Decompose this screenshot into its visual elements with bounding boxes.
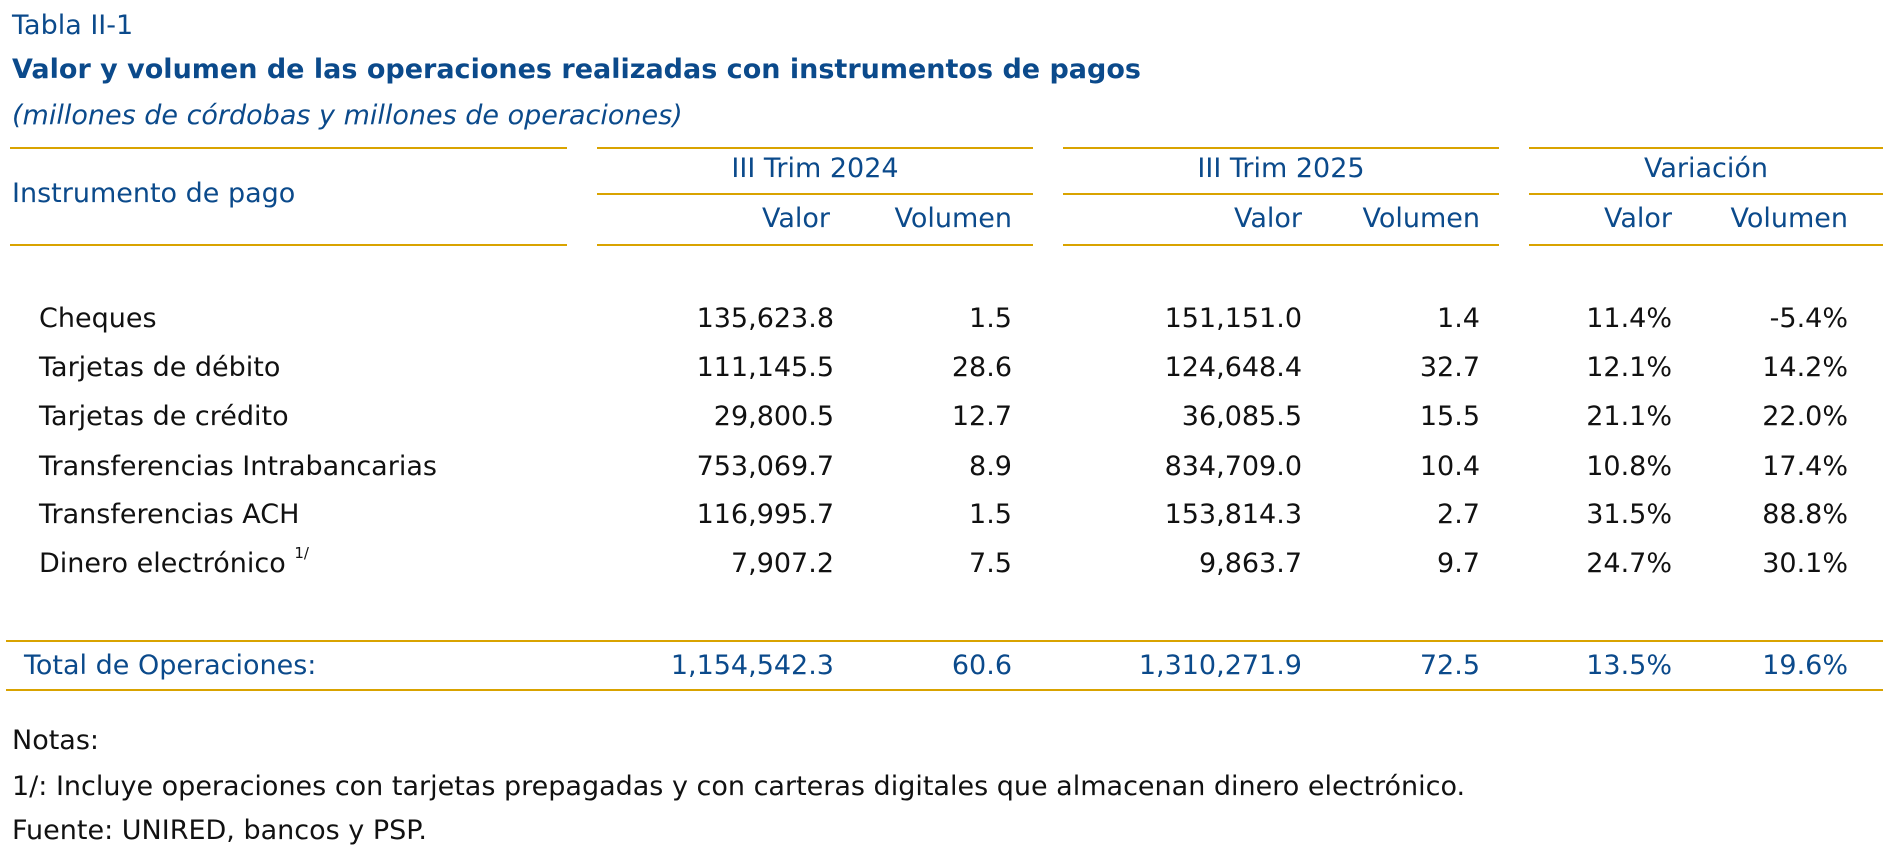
rule-mid-var bbox=[1529, 193, 1883, 195]
cell-valor-2024: 135,623.8 bbox=[696, 303, 834, 334]
total-label: Total de Operaciones: bbox=[24, 650, 317, 681]
subheader-volumen-2024: Volumen bbox=[894, 203, 1012, 234]
total-volumen-variacion: 19.6% bbox=[1762, 650, 1848, 681]
cell-volumen-2025: 1.4 bbox=[1437, 303, 1480, 334]
row-label: Transferencias ACH bbox=[39, 499, 299, 530]
cell-volumen-2024: 1.5 bbox=[969, 303, 1012, 334]
cell-volumen-variacion: 14.2% bbox=[1762, 352, 1848, 383]
rule-total-bottom bbox=[6, 689, 1883, 691]
subheader-volumen-2025: Volumen bbox=[1362, 203, 1480, 234]
table-subtitle: (millones de córdobas y millones de oper… bbox=[12, 100, 683, 131]
row-label: Tarjetas de crédito bbox=[39, 401, 289, 432]
total-volumen-2024: 60.6 bbox=[951, 650, 1012, 681]
cell-valor-variacion: 31.5% bbox=[1586, 499, 1672, 530]
rule-bot-var bbox=[1529, 244, 1883, 246]
row-label-text: Tarjetas de débito bbox=[39, 352, 281, 383]
rule-total-top bbox=[6, 640, 1883, 642]
cell-volumen-variacion: 22.0% bbox=[1762, 401, 1848, 432]
subheader-valor-2025: Valor bbox=[1233, 203, 1302, 234]
cell-volumen-variacion: -5.4% bbox=[1769, 303, 1848, 334]
row-label: Dinero electrónico 1/ bbox=[39, 544, 309, 579]
header-group-variacion: Variación bbox=[1643, 153, 1769, 184]
rule-bot-2025 bbox=[1063, 244, 1499, 246]
cell-volumen-2025: 32.7 bbox=[1419, 352, 1480, 383]
cell-valor-2024: 116,995.7 bbox=[696, 499, 834, 530]
cell-valor-2025: 151,151.0 bbox=[1164, 303, 1302, 334]
subheader-valor-variacion: Valor bbox=[1603, 203, 1672, 234]
cell-valor-2024: 111,145.5 bbox=[696, 352, 834, 383]
rule-top-2025 bbox=[1063, 147, 1499, 149]
total-valor-variacion: 13.5% bbox=[1586, 650, 1672, 681]
cell-valor-2024: 7,907.2 bbox=[730, 548, 834, 579]
rule-top-2024 bbox=[597, 147, 1033, 149]
cell-valor-2025: 36,085.5 bbox=[1181, 401, 1302, 432]
note-1: 1/: Incluye operaciones con tarjetas pre… bbox=[12, 771, 1466, 802]
total-valor-2025: 1,310,271.9 bbox=[1138, 650, 1302, 681]
subheader-valor-2024: Valor bbox=[761, 203, 830, 234]
cell-valor-2024: 29,800.5 bbox=[713, 401, 834, 432]
rule-top-label bbox=[10, 147, 567, 149]
header-group-2024: III Trim 2024 bbox=[731, 153, 899, 184]
cell-volumen-2025: 15.5 bbox=[1419, 401, 1480, 432]
rule-bot-2024 bbox=[597, 244, 1033, 246]
row-label-text: Dinero electrónico bbox=[39, 548, 295, 579]
cell-valor-2024: 753,069.7 bbox=[696, 451, 834, 482]
cell-volumen-variacion: 17.4% bbox=[1762, 451, 1848, 482]
note-source: Fuente: UNIRED, bancos y PSP. bbox=[12, 815, 427, 846]
cell-valor-2025: 124,648.4 bbox=[1164, 352, 1302, 383]
cell-valor-2025: 9,863.7 bbox=[1198, 548, 1302, 579]
table-title: Valor y volumen de las operaciones reali… bbox=[12, 54, 1141, 85]
rule-mid-2025 bbox=[1063, 193, 1499, 195]
table-label: Tabla II-1 bbox=[12, 10, 134, 41]
row-label-text: Cheques bbox=[39, 303, 157, 334]
cell-volumen-2025: 9.7 bbox=[1437, 548, 1480, 579]
cell-valor-variacion: 12.1% bbox=[1586, 352, 1672, 383]
header-group-2025: III Trim 2025 bbox=[1197, 153, 1365, 184]
row-label: Cheques bbox=[39, 303, 157, 334]
cell-volumen-2024: 8.9 bbox=[969, 451, 1012, 482]
cell-volumen-2025: 10.4 bbox=[1419, 451, 1480, 482]
cell-valor-2025: 834,709.0 bbox=[1164, 451, 1302, 482]
rule-top-var bbox=[1529, 147, 1883, 149]
cell-valor-variacion: 21.1% bbox=[1586, 401, 1672, 432]
cell-valor-2025: 153,814.3 bbox=[1164, 499, 1302, 530]
cell-volumen-variacion: 88.8% bbox=[1762, 499, 1848, 530]
cell-volumen-2024: 28.6 bbox=[951, 352, 1012, 383]
footnote-marker: 1/ bbox=[294, 544, 309, 562]
total-volumen-2025: 72.5 bbox=[1419, 650, 1480, 681]
row-label-text: Tarjetas de crédito bbox=[39, 401, 289, 432]
cell-valor-variacion: 11.4% bbox=[1586, 303, 1672, 334]
cell-valor-variacion: 10.8% bbox=[1586, 451, 1672, 482]
notes-heading: Notas: bbox=[12, 725, 100, 756]
total-valor-2024: 1,154,542.3 bbox=[670, 650, 834, 681]
rule-bot-label bbox=[10, 244, 567, 246]
subheader-volumen-variacion: Volumen bbox=[1730, 203, 1848, 234]
cell-volumen-2024: 12.7 bbox=[951, 401, 1012, 432]
row-label: Transferencias Intrabancarias bbox=[39, 451, 437, 482]
cell-volumen-2024: 7.5 bbox=[969, 548, 1012, 579]
row-label: Tarjetas de débito bbox=[39, 352, 280, 383]
row-label-text: Transferencias Intrabancarias bbox=[39, 451, 437, 482]
header-row-label: Instrumento de pago bbox=[12, 178, 296, 209]
row-label-text: Transferencias ACH bbox=[39, 499, 300, 530]
cell-valor-variacion: 24.7% bbox=[1586, 548, 1672, 579]
cell-volumen-variacion: 30.1% bbox=[1762, 548, 1848, 579]
cell-volumen-2024: 1.5 bbox=[969, 499, 1012, 530]
rule-mid-2024 bbox=[597, 193, 1033, 195]
cell-volumen-2025: 2.7 bbox=[1437, 499, 1480, 530]
